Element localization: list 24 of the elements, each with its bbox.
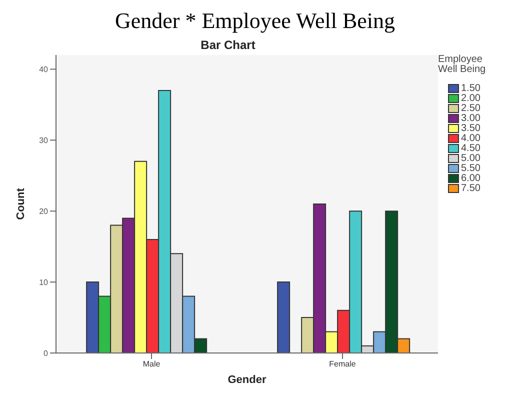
bar [277, 282, 290, 353]
y-axis-title: Count [14, 188, 27, 220]
legend-label: 2.00 [461, 92, 480, 104]
y-tick-label: 10 [39, 278, 49, 287]
x-axis-title: Gender [228, 374, 267, 386]
y-tick-label: 20 [39, 206, 49, 216]
legend-label: 7.50 [461, 182, 480, 194]
legend-label: 4.50 [461, 142, 480, 154]
y-tick-label: 40 [39, 65, 49, 74]
legend-label: 4.00 [461, 132, 480, 144]
x-tick-label: Female [329, 360, 356, 369]
legend-label: 3.00 [461, 112, 480, 124]
legend-label: 3.50 [461, 122, 480, 134]
legend-label: 6.00 [461, 172, 480, 184]
legend-title: Employee Well Being [438, 54, 487, 75]
chart-subtitle: Bar Chart [200, 38, 256, 52]
legend-label: 1.50 [461, 82, 480, 94]
x-tick-label: Male [142, 360, 161, 369]
legend-label: 5.00 [461, 152, 480, 164]
legend-label: 5.50 [461, 162, 480, 174]
legend-label: 2.50 [461, 102, 480, 114]
y-tick-label: 30 [39, 136, 49, 145]
y-tick-label: 0 [44, 348, 49, 358]
chart-title: Gender * Employee Well Being [114, 8, 396, 34]
